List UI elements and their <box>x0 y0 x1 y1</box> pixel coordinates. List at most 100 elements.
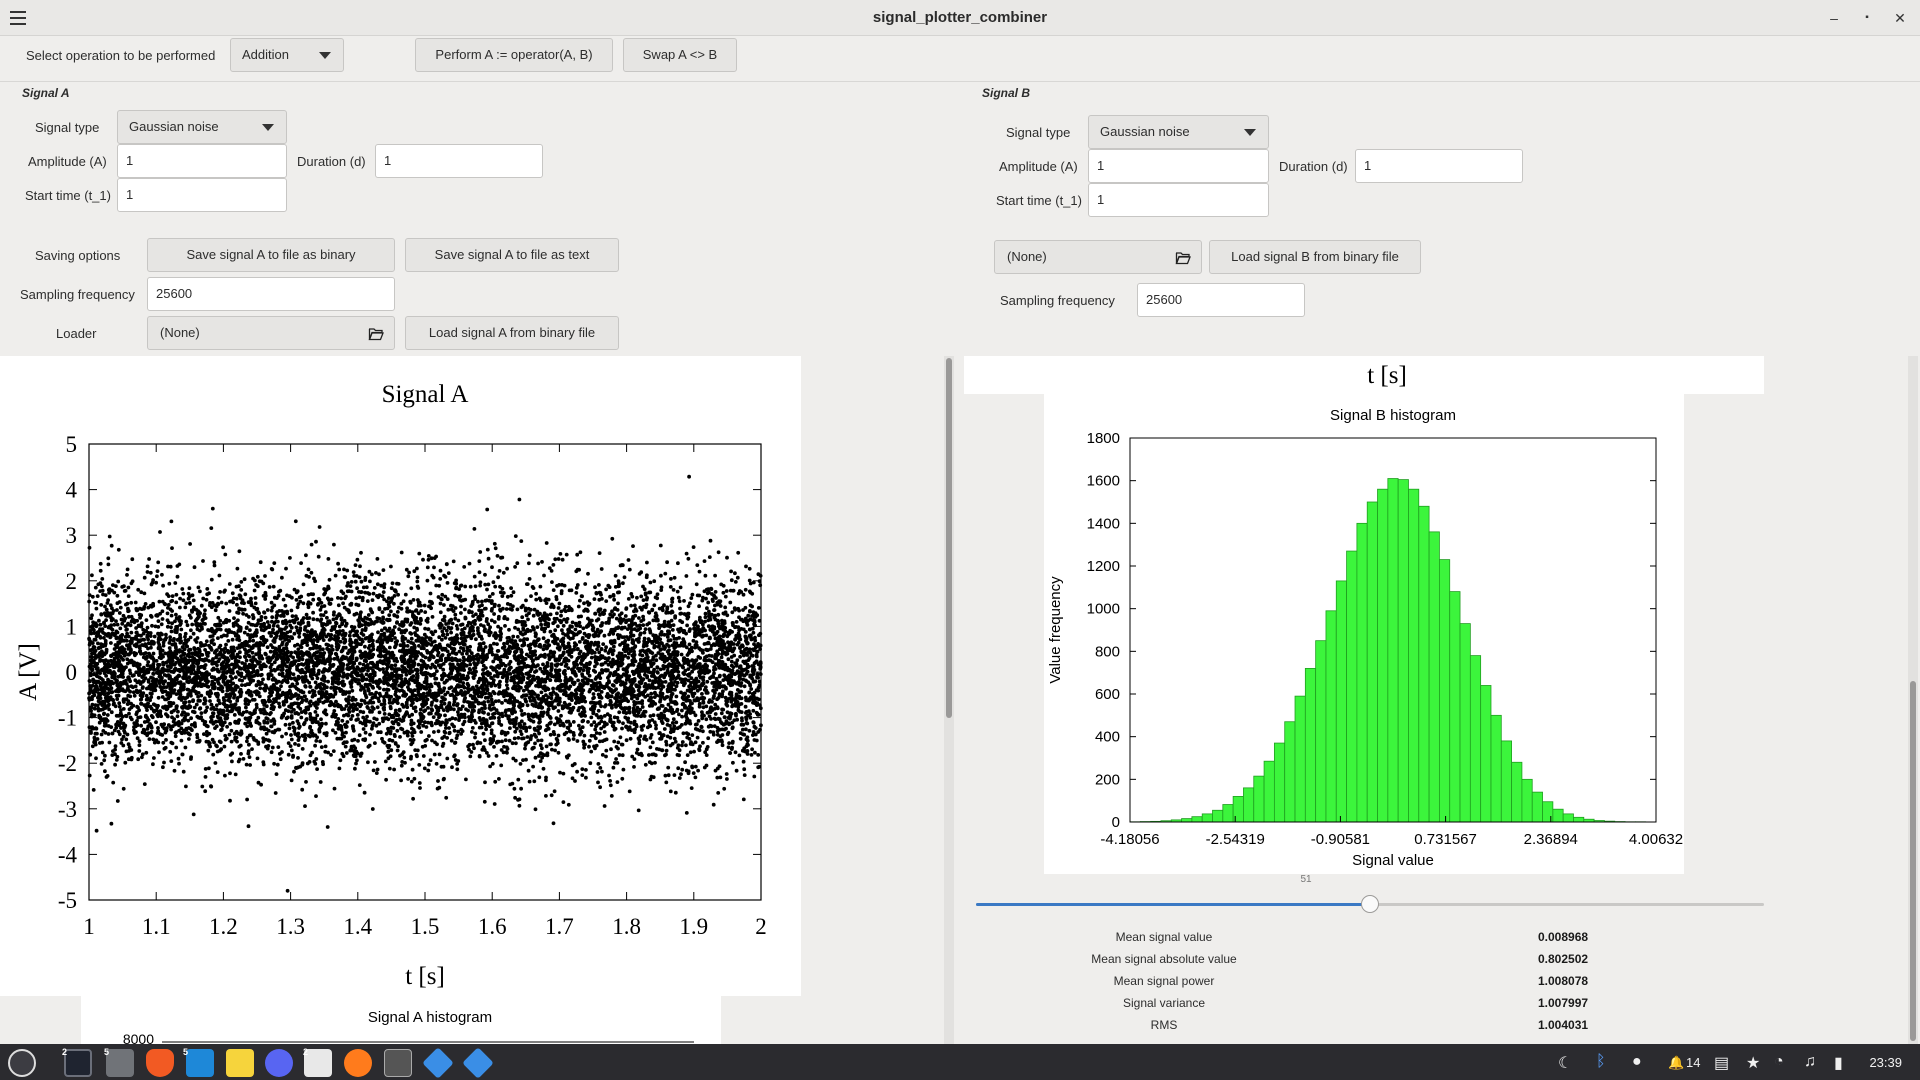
data-point <box>478 550 483 554</box>
data-point <box>385 640 390 644</box>
save-binary-button[interactable]: Save signal A to file as binary <box>147 238 395 272</box>
data-point <box>712 724 717 728</box>
data-point <box>432 565 436 570</box>
save-text-button[interactable]: Save signal A to file as text <box>405 238 619 272</box>
signal-a-sampling-input[interactable]: 25600 <box>147 277 395 311</box>
data-point <box>107 590 111 595</box>
data-point <box>115 593 120 598</box>
data-point <box>562 583 567 588</box>
signal-a-amplitude-input[interactable]: 1 <box>117 144 287 178</box>
data-point <box>576 678 580 683</box>
signal-b-type-select[interactable]: Gaussian noise <box>1088 115 1269 149</box>
data-point <box>604 645 608 650</box>
data-point <box>652 635 657 640</box>
load-signal-a-button[interactable]: Load signal A from binary file <box>405 316 619 350</box>
data-point <box>310 676 315 681</box>
data-point <box>690 592 695 597</box>
data-point <box>288 619 292 624</box>
data-point <box>156 662 160 667</box>
data-point <box>308 646 313 651</box>
swap-signals-button[interactable]: Swap A <> B <box>623 38 737 72</box>
data-point <box>274 772 279 776</box>
data-point <box>117 600 122 604</box>
data-point <box>734 768 739 773</box>
signal-b-file-chooser[interactable]: (None) <box>994 240 1202 274</box>
data-point <box>482 799 487 804</box>
data-point <box>410 734 415 738</box>
signal-b-file-value: (None) <box>1007 249 1047 264</box>
data-point <box>144 750 149 755</box>
data-point <box>402 682 406 687</box>
hamburger-menu-icon[interactable] <box>10 11 26 25</box>
data-point <box>662 632 667 637</box>
data-point <box>702 642 707 646</box>
data-point <box>686 556 691 561</box>
data-point <box>285 715 290 720</box>
load-signal-b-button[interactable]: Load signal B from binary file <box>1209 240 1421 274</box>
data-point <box>224 633 229 638</box>
data-point <box>259 628 264 632</box>
data-point <box>680 767 685 772</box>
data-point <box>308 712 312 716</box>
data-point <box>143 602 148 606</box>
data-point <box>353 697 358 702</box>
data-point <box>508 672 513 676</box>
data-point <box>684 811 689 815</box>
data-point <box>355 713 360 717</box>
signal-a-start-input[interactable]: 1 <box>117 178 287 212</box>
data-point <box>270 630 275 635</box>
minimize-button[interactable]: – <box>1830 10 1838 26</box>
data-point <box>418 786 422 790</box>
data-point <box>725 699 729 704</box>
data-point <box>425 578 430 583</box>
data-point <box>151 601 156 606</box>
data-point <box>627 789 632 794</box>
signal-b-sampling-input[interactable]: 25600 <box>1137 283 1305 317</box>
data-point <box>579 594 584 598</box>
data-point <box>142 782 147 786</box>
data-point <box>737 615 741 620</box>
signal-a-duration-input[interactable]: 1 <box>375 144 543 178</box>
operation-select[interactable]: Addition <box>230 38 344 72</box>
data-point <box>672 575 677 580</box>
data-point <box>113 762 117 767</box>
data-point <box>594 724 598 729</box>
data-point <box>684 551 689 556</box>
maximize-button[interactable]: ▪ <box>1865 12 1869 23</box>
data-point <box>645 573 649 578</box>
data-point <box>383 759 388 764</box>
data-point <box>680 740 685 744</box>
data-point <box>195 636 200 640</box>
signal-b-start-input[interactable]: 1 <box>1088 183 1269 217</box>
data-point <box>743 704 748 709</box>
data-point <box>261 677 265 682</box>
signal-b-amplitude-input[interactable]: 1 <box>1088 149 1269 183</box>
data-point <box>716 550 721 555</box>
data-point <box>694 582 699 587</box>
data-point <box>428 665 433 670</box>
data-point <box>140 755 144 760</box>
data-point <box>529 594 533 598</box>
data-point <box>372 716 377 721</box>
data-point <box>624 620 628 625</box>
data-point <box>94 828 99 833</box>
data-point <box>678 606 682 611</box>
close-button[interactable]: ✕ <box>1894 10 1906 26</box>
data-point <box>472 594 477 599</box>
perform-operation-button[interactable]: Perform A := operator(A, B) <box>415 38 613 72</box>
signal-a-file-chooser[interactable]: (None) <box>147 316 395 350</box>
data-point <box>593 655 598 659</box>
data-point <box>508 659 513 664</box>
signal-b-duration-input[interactable]: 1 <box>1355 149 1523 183</box>
data-point <box>512 724 517 729</box>
data-point <box>357 595 362 600</box>
data-point <box>587 744 591 749</box>
data-point <box>267 623 271 628</box>
signal-a-type-select[interactable]: Gaussian noise <box>117 110 287 144</box>
data-point <box>752 774 757 779</box>
data-point <box>438 577 443 581</box>
data-point <box>664 748 669 753</box>
data-point <box>244 709 249 714</box>
data-point <box>740 727 745 732</box>
data-point <box>586 571 590 576</box>
